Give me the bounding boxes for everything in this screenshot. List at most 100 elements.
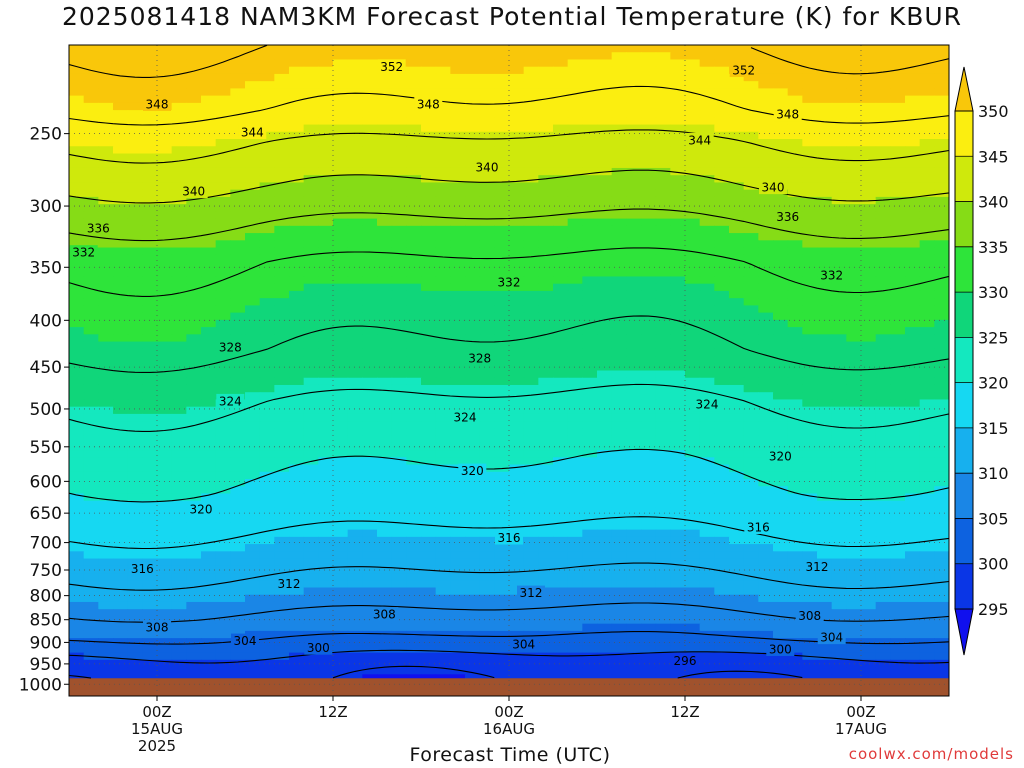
field-cell [831, 413, 847, 422]
field-cell [685, 59, 701, 68]
field-cell [215, 551, 231, 560]
field-cell [245, 139, 261, 147]
field-cell [875, 377, 891, 386]
field-cell [494, 341, 510, 350]
field-cell [919, 124, 935, 133]
field-cell [670, 377, 686, 386]
field-cell [523, 269, 539, 278]
field-cell [626, 377, 642, 386]
field-cell [758, 153, 774, 162]
field-cell [641, 377, 657, 386]
field-cell [875, 638, 891, 646]
field-cell [142, 276, 158, 285]
field-cell [773, 146, 789, 155]
field-cell [538, 334, 554, 343]
field-cell [479, 522, 495, 531]
field-cell [347, 269, 363, 278]
field-cell [362, 544, 378, 552]
field-cell [98, 479, 114, 487]
field-cell [611, 529, 627, 538]
field-cell [450, 88, 466, 97]
field-cell [333, 139, 349, 147]
field-cell [215, 233, 231, 241]
field-cell [919, 356, 935, 364]
field-cell [919, 630, 935, 639]
field-cell [861, 544, 877, 552]
field-cell [905, 81, 921, 89]
field-cell [611, 45, 627, 53]
field-cell [465, 52, 481, 61]
field-cell [318, 283, 334, 292]
field-cell [934, 240, 949, 249]
field-cell [787, 269, 803, 278]
field-cell [597, 211, 613, 220]
field-cell [890, 160, 906, 169]
field-cell [934, 88, 949, 97]
field-cell [567, 413, 583, 422]
field-cell [699, 88, 715, 97]
field-cell [787, 406, 803, 415]
field-cell [934, 73, 949, 82]
field-cell [289, 102, 305, 111]
field-cell [846, 110, 862, 118]
field-cell [465, 276, 481, 285]
field-cell [861, 428, 877, 437]
field-cell [509, 587, 525, 596]
field-cell [846, 515, 862, 523]
field-cell [714, 290, 730, 299]
field-cell [435, 160, 451, 169]
field-cell [773, 131, 789, 140]
field-cell [127, 493, 143, 502]
field-cell [230, 160, 246, 169]
field-cell [655, 384, 671, 393]
field-cell [758, 507, 774, 516]
field-cell [582, 81, 598, 89]
field-cell [98, 580, 114, 589]
field-cell [245, 594, 261, 603]
field-cell [861, 384, 877, 393]
field-cell [186, 442, 202, 451]
field-cell [289, 507, 305, 516]
field-cell [699, 66, 715, 75]
field-cell [421, 623, 437, 632]
field-cell [817, 117, 833, 126]
field-cell [597, 262, 613, 270]
field-cell [670, 609, 686, 618]
field-cell [333, 117, 349, 126]
field-cell [98, 609, 114, 618]
field-cell [875, 117, 891, 126]
field-cell [919, 276, 935, 285]
field-cell [787, 457, 803, 466]
field-cell [157, 384, 173, 393]
field-cell [905, 204, 921, 212]
field-cell [802, 124, 818, 133]
field-cell [714, 211, 730, 220]
field-cell [758, 247, 774, 256]
field-cell [846, 262, 862, 270]
field-cell [377, 573, 393, 581]
field-cell [919, 609, 935, 618]
field-cell [494, 247, 510, 256]
field-cell [846, 392, 862, 401]
field-cell [127, 601, 143, 610]
field-cell [347, 218, 363, 227]
field-cell [69, 623, 85, 632]
field-cell [83, 623, 99, 632]
field-cell [362, 428, 378, 437]
field-cell [259, 645, 275, 654]
field-cell [626, 500, 642, 509]
field-cell [861, 377, 877, 386]
field-cell [670, 298, 686, 306]
field-cell [83, 522, 99, 531]
field-cell [479, 370, 495, 379]
field-cell [846, 102, 862, 111]
field-cell [391, 551, 407, 560]
field-cell [758, 551, 774, 560]
field-cell [582, 471, 598, 480]
field-cell [479, 573, 495, 581]
field-cell [157, 573, 173, 581]
field-cell [450, 522, 466, 531]
field-cell [435, 356, 451, 364]
field-cell [435, 225, 451, 234]
field-cell [758, 457, 774, 466]
